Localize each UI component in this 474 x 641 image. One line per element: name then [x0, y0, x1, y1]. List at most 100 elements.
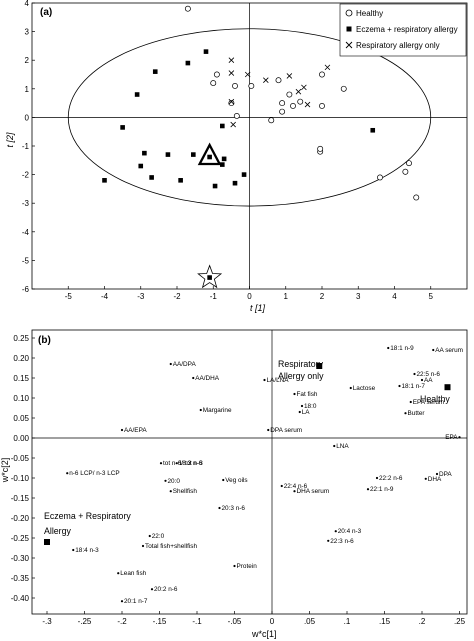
healthy-point: [184, 5, 191, 12]
loading-point: [375, 476, 379, 480]
panel-a-y-axis-title: t [2]: [5, 132, 15, 148]
x-tick-label: -.05: [228, 617, 242, 626]
respiratory-point: [244, 71, 251, 78]
healthy-point: [228, 100, 235, 107]
loading-point: [432, 348, 435, 352]
panel-b-loading-plot: (b) w*c[1] w*c[2] -.3 -.25 -.2 -.15 -.1 -.05 0…: [0, 329, 468, 639]
loading-point: [148, 534, 151, 538]
respiratory-point: [286, 73, 293, 79]
panel-b-x-axis-title: w*c[1]: [251, 629, 277, 639]
group-marker-respiratory: [316, 363, 323, 369]
x-tick-label: .1: [344, 617, 351, 626]
eczema-point: [241, 172, 247, 177]
healthy-point: [210, 80, 217, 87]
x-tick-label: -.2: [117, 617, 127, 626]
healthy-point: [275, 77, 282, 84]
loading-label: Veg oils: [225, 477, 247, 484]
healthy-point: [213, 71, 220, 78]
group-label-line: Allergy only: [278, 371, 324, 381]
legend-eczema-label: Eczema + respiratory allergy: [356, 25, 458, 34]
loading-label: DPA: [439, 471, 452, 478]
eczema-point: [134, 92, 140, 97]
y-tick-label: 1: [25, 85, 30, 94]
loading-label: LNA: [336, 443, 349, 450]
x-tick-label: 3: [356, 292, 361, 301]
group-label-respiratory: Respiratory Allergy only: [278, 359, 324, 381]
loading-point: [150, 588, 154, 591]
panel-b-group-labels: Respiratory Allergy only Healthy Eczema +…: [44, 359, 451, 545]
loading-label: LA/LNA: [267, 377, 290, 384]
healthy-point: [232, 82, 238, 89]
loading-label: 20:2 n-6: [154, 586, 178, 593]
loading-point: [333, 444, 336, 448]
loading-label: Lactose: [353, 385, 376, 392]
loading-point: [169, 362, 172, 366]
loading-label: Lean fish: [120, 570, 146, 577]
loading-point: [458, 436, 461, 439]
loading-point: [300, 404, 304, 408]
loading-point: [267, 428, 270, 432]
loading-point: [199, 408, 202, 412]
panel-a-score-plot: (a) t [1] t [2] -5 -4 -3 -2 -1 0 1 2 3 4 5 -6 -5 -4 -3…: [5, 0, 468, 313]
panel-b-points: AA/DPA AA/DHA LA/LNA AA/EPA Margarine DPA ser…: [66, 345, 463, 605]
loading-label: AA serum: [435, 347, 463, 354]
loading-label: 18:1 n-7: [402, 383, 426, 390]
loading-point: [404, 412, 407, 415]
eczema-point: [102, 178, 107, 183]
y-tick-label: 0.25: [13, 334, 29, 343]
loading-point: [175, 462, 178, 465]
loading-label: Margarine: [203, 407, 232, 414]
panel-a-legend: Healthy Eczema + respiratory allergy Res…: [339, 3, 467, 57]
loading-label: 22:3 n-6: [330, 538, 354, 545]
healthy-point: [319, 103, 325, 109]
y-tick-label: -0.30: [11, 554, 30, 563]
y-tick-label: -0.35: [11, 574, 30, 583]
healthy-point: [279, 100, 286, 107]
x-tick-label: -2: [173, 292, 181, 301]
x-tick-label: -.15: [153, 617, 167, 626]
loading-label: Shellfish: [173, 488, 198, 495]
y-tick-label: -1: [22, 142, 30, 151]
panel-a-ticks: -5 -4 -3 -2 -1 0 1 2 3 4 5 -6 -5 -4 -3 -2 -1 0 1 2 3 4: [22, 0, 467, 301]
loading-point: [120, 428, 124, 432]
eczema-point: [203, 49, 209, 54]
healthy-point: [297, 98, 304, 105]
loading-label: 22:4 n-6: [284, 483, 308, 490]
group-label-line: Eczema + Respiratory: [44, 511, 131, 521]
loading-point: [387, 346, 390, 350]
panel-b-frame: [31, 329, 468, 615]
panel-a-points: [102, 5, 420, 289]
group-label-healthy: Healthy: [420, 394, 450, 404]
loading-point: [435, 472, 439, 476]
eczema-point: [185, 60, 191, 66]
loading-label: tot n-6/ tot n-3: [163, 460, 203, 467]
eczema-point: [120, 125, 125, 130]
eczema-point: [178, 178, 183, 183]
respiratory-point: [301, 84, 307, 91]
y-tick-label: 0.05: [13, 414, 29, 423]
highlight-star-point: [207, 275, 212, 280]
loading-point: [413, 372, 416, 376]
healthy-point: [413, 194, 420, 201]
loading-point: [420, 378, 424, 382]
y-tick-label: -0.05: [11, 454, 30, 463]
loading-point: [233, 564, 236, 568]
highlight-triangle-point: [207, 154, 212, 160]
loading-label: n-6 LCP/ n-3 LCP: [69, 470, 119, 477]
y-tick-label: -5: [22, 256, 30, 265]
x-tick-label: .2: [419, 617, 426, 626]
loading-label: 18:4 n-3: [75, 547, 99, 554]
healthy-point: [248, 82, 255, 89]
x-tick-label: .15: [379, 617, 391, 626]
legend-eczema-marker: [346, 26, 352, 32]
loading-point: [222, 478, 225, 482]
loading-point: [398, 384, 401, 388]
eczema-point: [138, 163, 144, 169]
loading-label: 22:5 n-6: [417, 371, 441, 378]
loading-label: DPA serum: [270, 427, 302, 434]
eczema-point: [142, 150, 147, 156]
y-tick-label: -6: [22, 285, 30, 294]
loading-label: 18:0: [304, 403, 317, 410]
loading-point: [159, 462, 163, 465]
